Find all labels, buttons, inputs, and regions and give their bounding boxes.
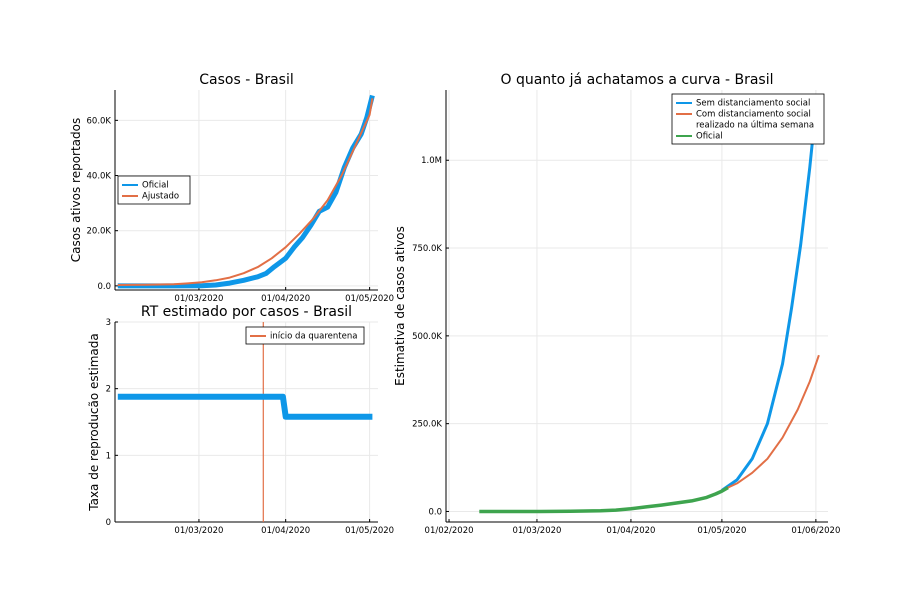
legend-box [245,326,365,345]
legend-label: início da quarentena [270,332,357,342]
legend-label: Ajustado [142,192,179,202]
legend-label: Oficial [142,181,169,191]
chart-title: RT estimado por casos - Brasil [141,304,352,320]
series-line-1 [117,393,373,420]
x-tick-label: 01/04/2020 [261,294,310,304]
chart-cases: 01/03/2020 01/04/2020 01/05/2020 0.0 20.0K 40… [69,72,394,304]
series-line-1 [721,107,818,492]
legend-label: Oficial [696,132,723,142]
chart-title: O quanto já achatamos a curva - Brasil [500,72,773,88]
legend-label: realizado na última semana [696,121,814,131]
y-tick-label: 1.0M [421,156,442,166]
y-tick-label: 0.0 [428,507,442,517]
y-axis-label: Taxa de reproducão estimada [87,333,101,511]
x-tick-label: 01/03/2020 [174,526,223,536]
series-line-3 [479,486,729,514]
y-tick-label: 60.0K [87,116,112,126]
y-axis-label: Estimativa de casos ativos [393,226,407,386]
x-tick-label: 01/05/2020 [345,294,394,304]
y-tick-label: 1 [106,451,111,461]
x-tick-label: 01/06/2020 [791,526,840,536]
series-line-1 [117,94,375,289]
y-tick-label: 3 [106,318,111,328]
series-line-2 [721,354,820,492]
y-tick-label: 20.0K [87,227,112,237]
chart-rt: 01/03/2020 01/04/2020 01/05/2020 0 1 2 3 RT est… [87,304,394,536]
x-tick-label: 01/04/2020 [261,526,310,536]
legend-box [117,175,191,205]
y-tick-label: 750.0K [412,244,442,254]
chart-title: Casos - Brasil [199,72,293,88]
gridlines [446,90,828,522]
x-tick-label: 01/03/2020 [174,294,223,304]
x-tick-label: 01/05/2020 [697,526,746,536]
x-tick-label: 01/05/2020 [345,526,394,536]
x-tick-label: 01/04/2020 [606,526,655,536]
gridlines [115,321,378,523]
legend-label: Sem distanciamento social [696,99,810,109]
legend-box [671,93,825,145]
y-tick-label: 2 [106,385,111,395]
legend-label: Com distanciamento social [696,110,811,120]
series-line-2 [117,98,374,286]
y-axis-label: Casos ativos reportados [69,118,83,263]
y-tick-label: 500.0K [412,332,442,342]
y-tick-label: 0 [106,518,111,528]
y-tick-label: 0.0 [97,282,111,292]
y-tick-label: 250.0K [412,420,442,430]
x-tick-label: 01/03/2020 [512,526,561,536]
y-tick-label: 40.0K [87,172,112,182]
x-tick-label: 01/02/2020 [425,526,474,536]
chart-curve: 01/02/2020 01/03/2020 01/04/2020 01/05/2020… [393,72,840,536]
